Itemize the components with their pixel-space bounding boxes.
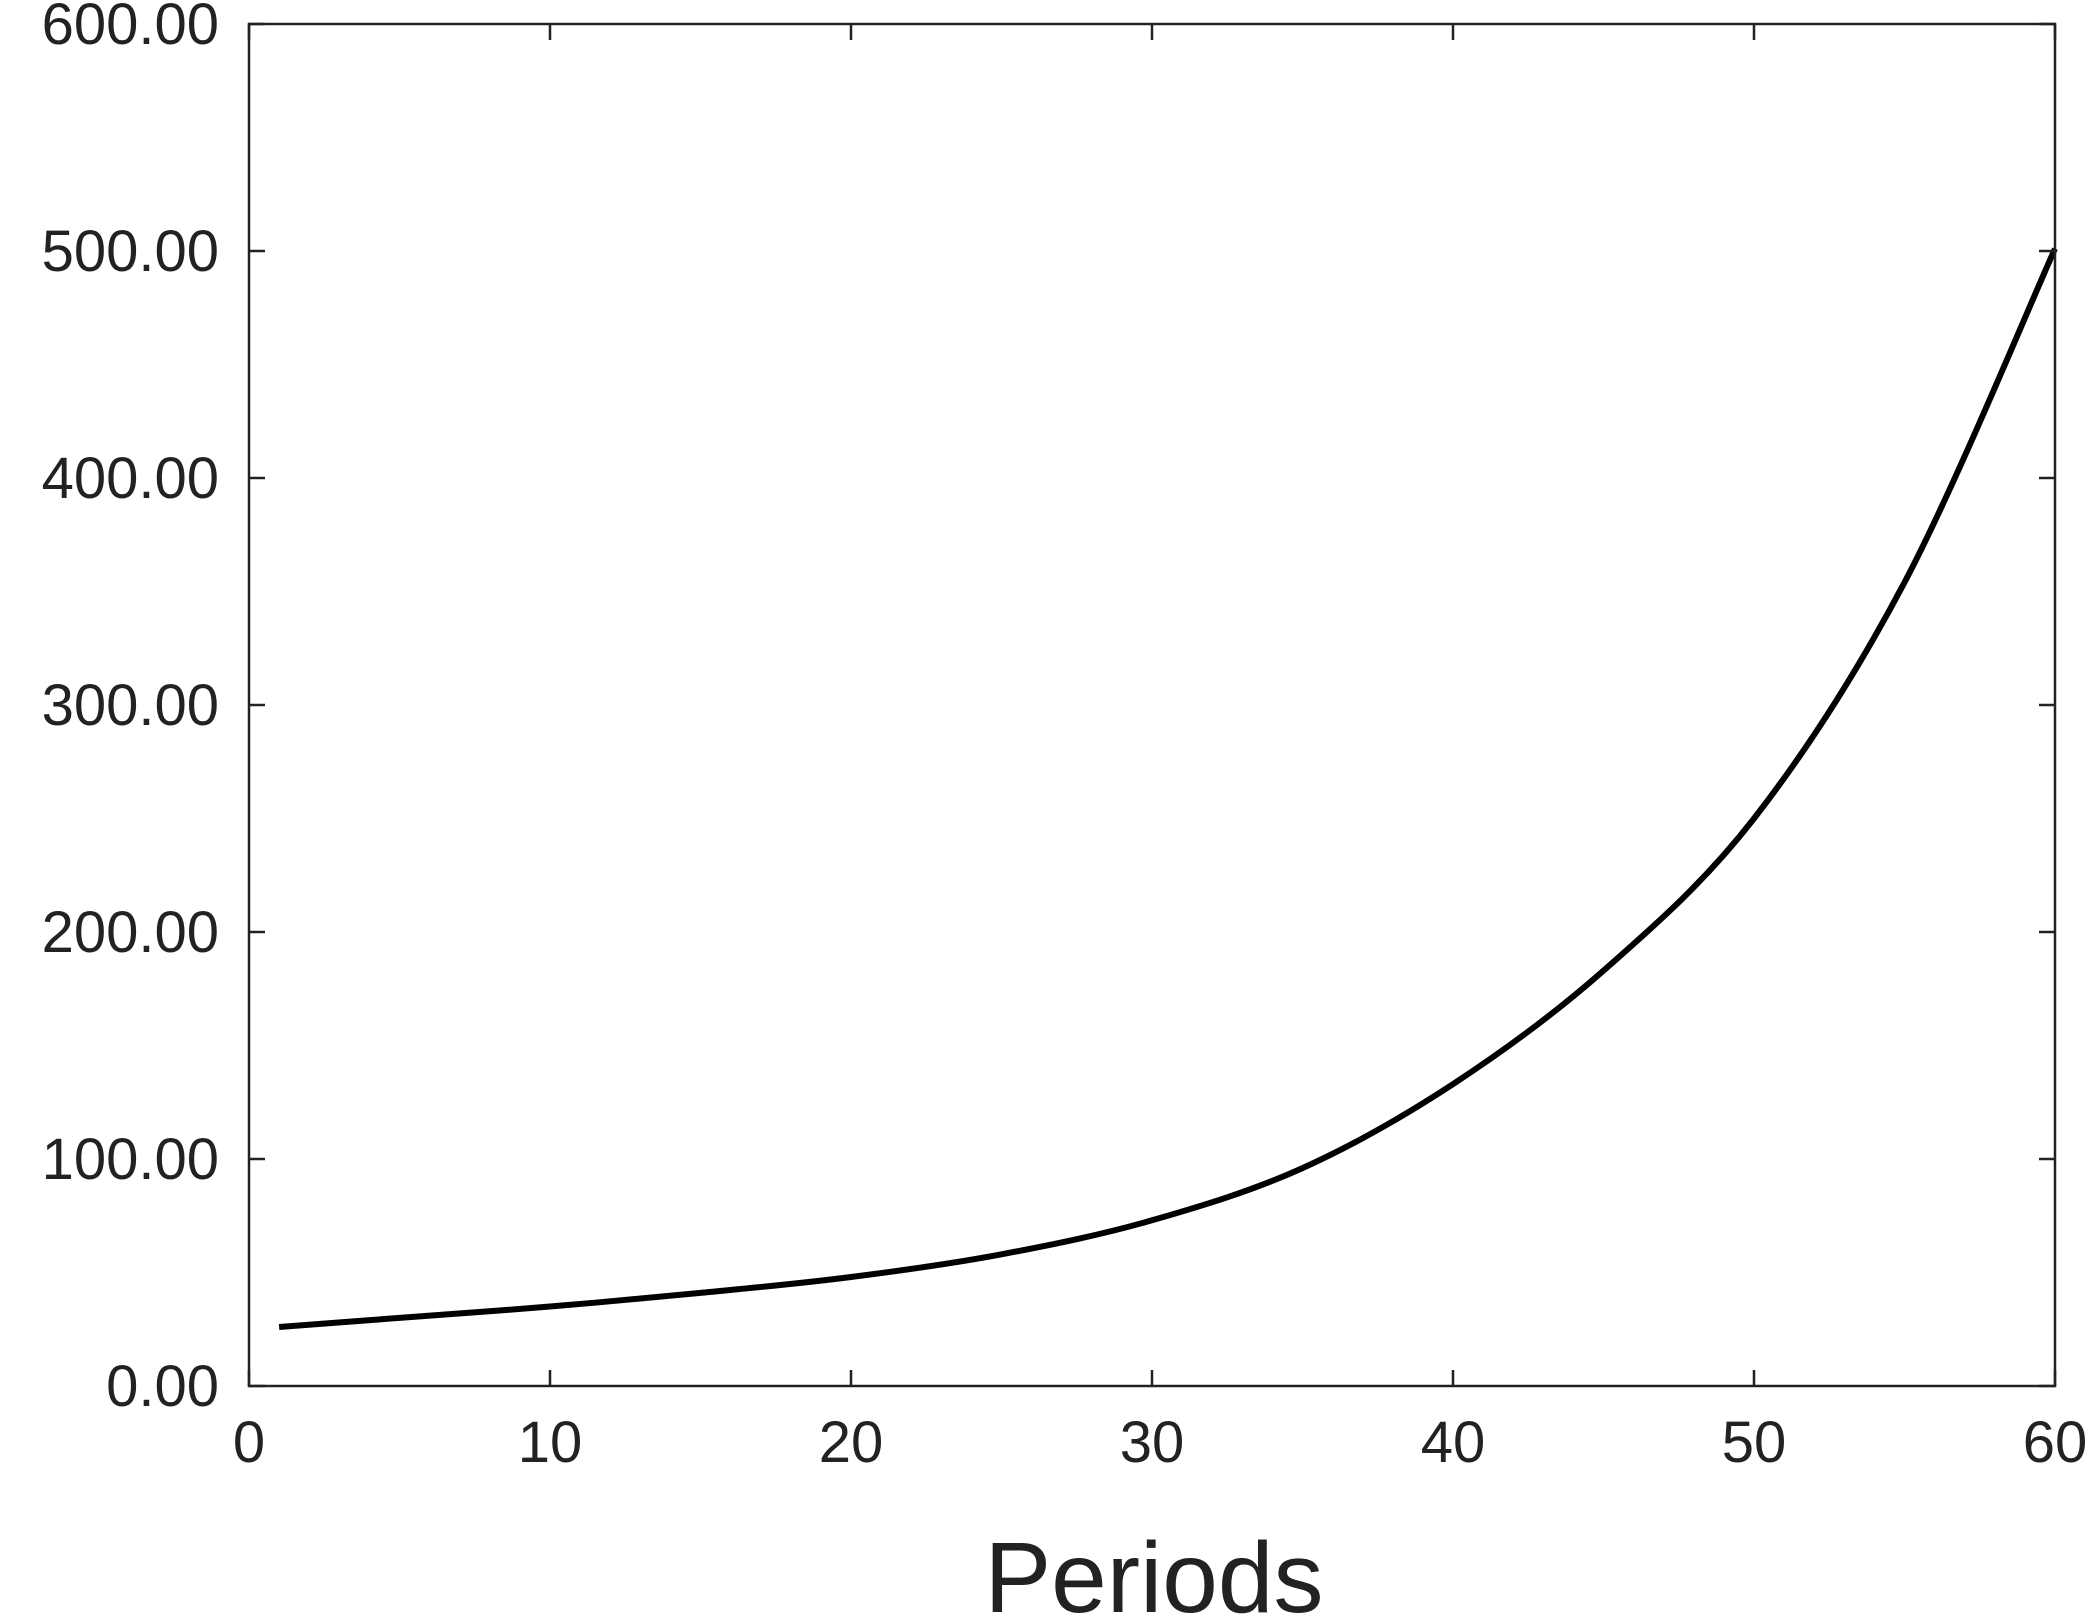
- series-line-0: [278, 247, 2058, 1330]
- y-tick-label: 600.00: [42, 0, 219, 57]
- x-tick-label: 20: [819, 1410, 884, 1475]
- x-axis-title: Periods: [984, 1522, 1323, 1623]
- x-tick-label: 10: [518, 1410, 583, 1475]
- y-tick-label: 300.00: [42, 673, 219, 738]
- x-tick-label: 60: [2023, 1410, 2088, 1475]
- y-tick-label: 400.00: [42, 446, 219, 511]
- x-tick-label: 40: [1421, 1410, 1486, 1475]
- y-tick-label: 100.00: [42, 1127, 219, 1192]
- x-tick-label: 0: [233, 1410, 265, 1475]
- x-tick-label: 50: [1722, 1410, 1787, 1475]
- axes: 0 10 20 30 40 50 600.00100.00200.00300.00400.0…: [42, 0, 2088, 1475]
- x-tick-label: 30: [1120, 1410, 1185, 1475]
- y-tick-label: 200.00: [42, 900, 219, 965]
- y-tick-label: 500.00: [42, 219, 219, 284]
- y-tick-label: 0.00: [106, 1354, 219, 1419]
- plot-frame: [247, 22, 2057, 1388]
- plot-area: [278, 247, 2058, 1330]
